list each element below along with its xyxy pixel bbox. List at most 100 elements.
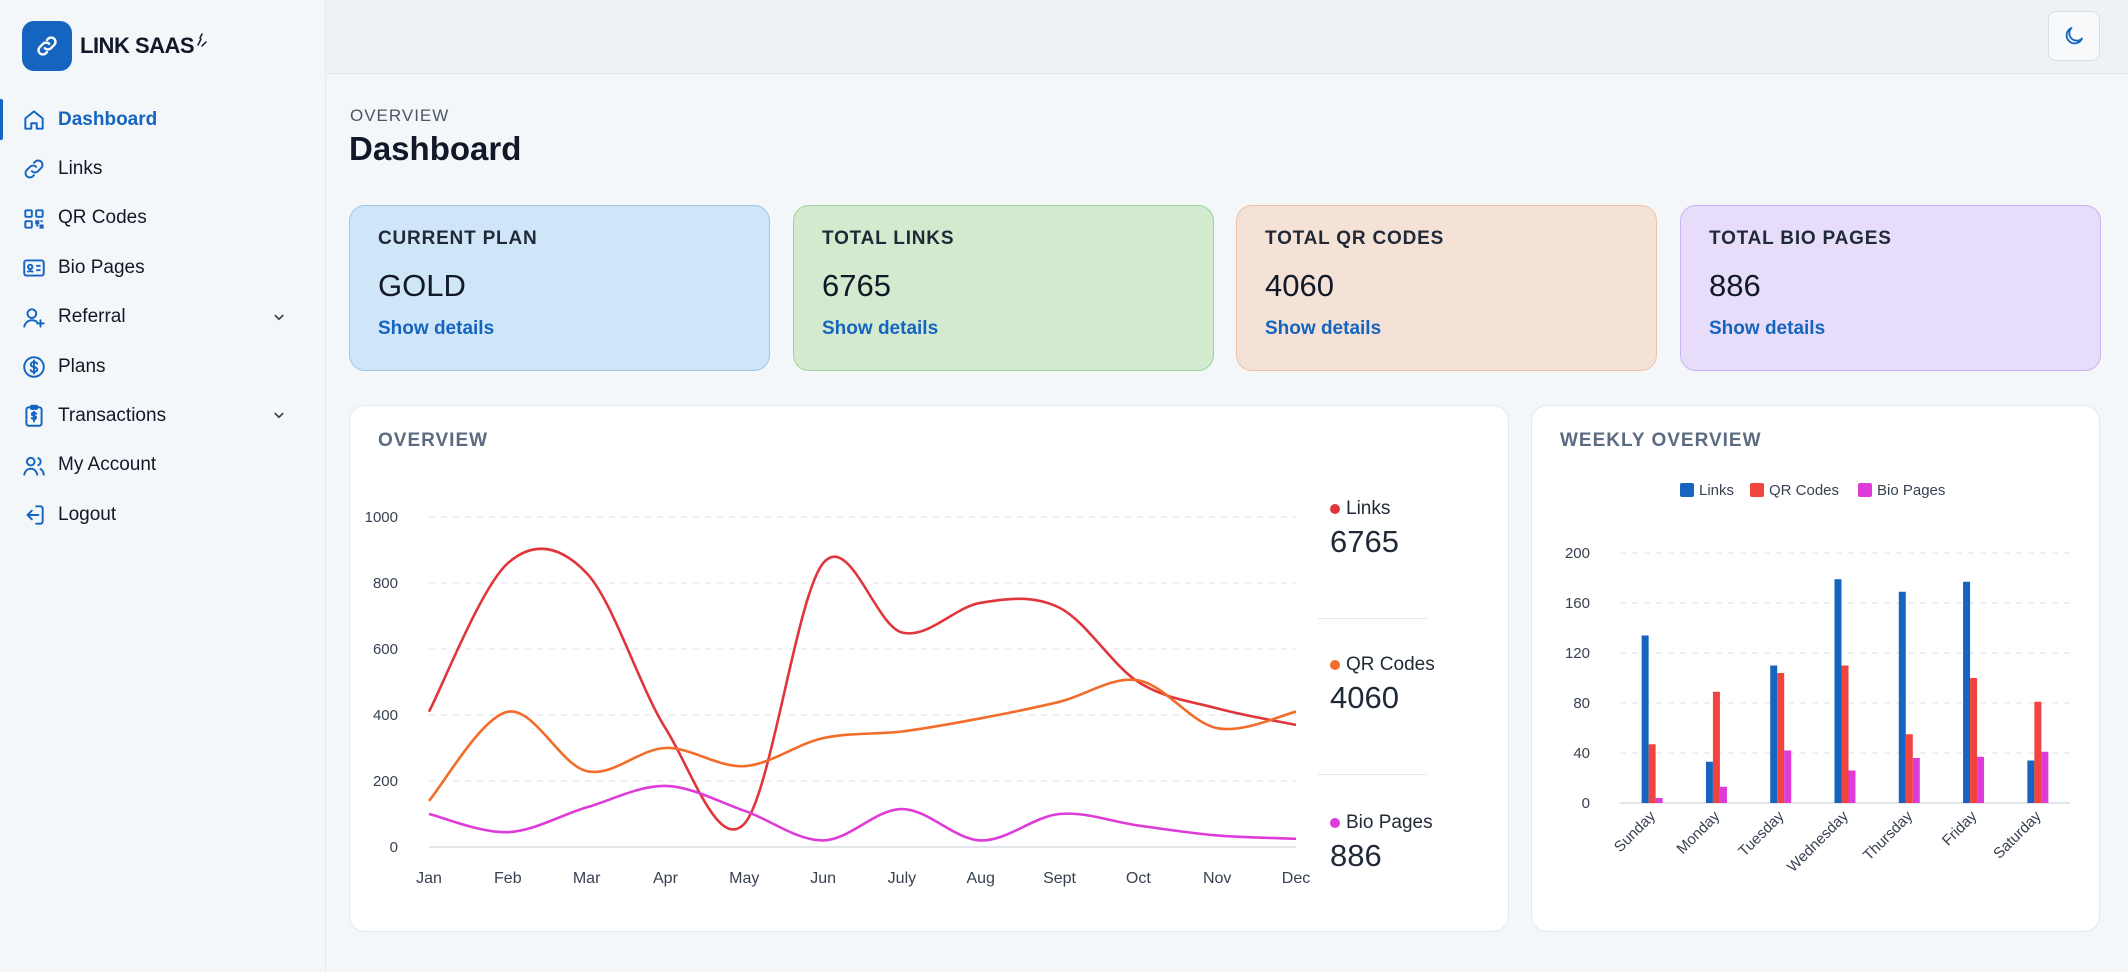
sidebar-item-label: Links <box>58 158 103 180</box>
show-details-link[interactable]: Show details <box>378 318 495 339</box>
legend-divider <box>1318 774 1427 775</box>
qr-codes-dot-icon <box>1330 660 1340 670</box>
id-card-icon <box>23 259 45 277</box>
brand[interactable]: LINK SAAS <box>22 21 208 71</box>
bar-bio-pages <box>2041 751 2049 803</box>
bar-links <box>1770 665 1778 803</box>
sidebar-item-logout[interactable]: Logout <box>0 490 325 539</box>
sidebar-item-plans[interactable]: Plans <box>0 342 325 391</box>
links-dot-icon <box>1330 504 1340 514</box>
x-tick-label: Jan <box>416 870 442 887</box>
sidebar: LINK SAAS Dashboard Links QR Codes Bio P… <box>0 0 326 972</box>
legend-label: Bio Pages <box>1346 812 1433 833</box>
sidebar-item-label: Referral <box>58 306 126 328</box>
chevron-down-icon[interactable] <box>270 406 288 424</box>
legend-links: Links 6765 <box>1330 498 1440 560</box>
user-plus-icon <box>23 307 45 328</box>
qr-code-icon <box>24 209 44 229</box>
x-tick-label: Oct <box>1126 870 1151 887</box>
sidebar-item-referral[interactable]: Referral <box>0 293 325 342</box>
bar-qr-codes <box>2034 701 2042 803</box>
panel-title: WEEKLY OVERVIEW <box>1560 430 1762 451</box>
sidebar-item-qr-codes[interactable]: QR Codes <box>0 194 325 243</box>
legend-label: QR Codes <box>1769 482 1839 499</box>
clipboard-dollar-icon <box>25 405 43 428</box>
series-line-bio-pages <box>428 784 1297 842</box>
legend-label: QR Codes <box>1346 654 1435 675</box>
bar-qr-codes <box>1648 744 1656 803</box>
show-details-link[interactable]: Show details <box>1709 318 1826 339</box>
bar-bio-pages <box>1719 786 1727 803</box>
y-tick-label: 200 <box>373 773 398 790</box>
chevron-down-icon[interactable] <box>270 308 288 326</box>
show-details-link[interactable]: Show details <box>1265 318 1382 339</box>
moon-icon <box>2065 27 2083 45</box>
x-tick-label: Tuesday <box>1735 807 1788 860</box>
bar-links <box>1898 591 1906 803</box>
page-kicker: OVERVIEW <box>350 106 450 125</box>
legend-value: 6765 <box>1330 524 1399 559</box>
stat-card-total-bio-pages: TOTAL BIO PAGES 886 Show details <box>1680 205 2101 371</box>
x-tick-label: Dec <box>1282 870 1310 887</box>
x-tick-label: Apr <box>653 870 679 887</box>
stat-label: CURRENT PLAN <box>378 228 538 249</box>
sidebar-item-label: Dashboard <box>58 108 158 130</box>
legend-swatch <box>1680 483 1694 497</box>
bar-links <box>1963 581 1971 803</box>
sidebar-item-label: QR Codes <box>58 207 147 229</box>
series-line-links <box>427 547 1297 831</box>
y-tick-label: 1000 <box>365 509 398 526</box>
stat-card-current-plan: CURRENT PLAN GOLD Show details <box>349 205 770 371</box>
bar-qr-codes <box>1905 734 1913 803</box>
sidebar-item-bio-pages[interactable]: Bio Pages <box>0 243 325 292</box>
legend-bio-pages: Bio Pages 886 <box>1330 812 1440 874</box>
x-tick-label: Thursday <box>1860 807 1917 864</box>
x-tick-label: Sunday <box>1611 807 1659 855</box>
x-tick-label: Wednesday <box>1784 807 1852 875</box>
logout-icon <box>26 505 44 525</box>
x-tick-label: Saturday <box>1990 807 2045 862</box>
bar-bio-pages <box>1848 770 1856 803</box>
topbar <box>327 0 2128 74</box>
stat-value: 6765 <box>822 268 891 303</box>
sidebar-item-label: Transactions <box>58 405 167 427</box>
show-details-link[interactable]: Show details <box>822 318 939 339</box>
dollar-circle-icon <box>23 356 45 378</box>
y-tick-label: 200 <box>1565 545 1590 562</box>
stat-card-total-qr-codes: TOTAL QR CODES 4060 Show details <box>1236 205 1657 371</box>
legend-divider <box>1318 618 1427 619</box>
legend-value: 4060 <box>1330 680 1399 715</box>
brand-name: LINK SAAS <box>80 33 195 58</box>
bar-links <box>1705 761 1713 803</box>
sidebar-item-my-account[interactable]: My Account <box>0 441 325 490</box>
weekly-bar-chart: 0 40 80 120 160 200 Links QR Codes Bio Pages Sund… <box>1565 482 2070 876</box>
y-tick-label: 600 <box>373 641 398 658</box>
overview-panel: OVERVIEW 0 200 400 600 800 1000 Jan Feb Mar Apr Ma… <box>349 405 1509 932</box>
bar-qr-codes <box>1712 691 1720 803</box>
sidebar-nav: Dashboard Links QR Codes Bio Pages Refer… <box>0 95 325 540</box>
stat-value: GOLD <box>378 268 466 303</box>
sparkle-icon <box>197 33 207 47</box>
x-tick-label: May <box>729 870 759 887</box>
x-tick-label: Jun <box>810 870 836 887</box>
bar-links <box>2027 760 2035 803</box>
x-tick-label: Monday <box>1673 807 1723 857</box>
stat-value: 4060 <box>1265 268 1334 303</box>
sidebar-item-dashboard[interactable]: Dashboard <box>0 95 325 144</box>
sidebar-item-transactions[interactable]: Transactions <box>0 391 325 440</box>
y-tick-label: 400 <box>373 707 398 724</box>
legend-swatch <box>1858 483 1872 497</box>
bar-bio-pages <box>1784 750 1792 803</box>
sidebar-item-label: Plans <box>58 355 106 377</box>
legend-value: 886 <box>1330 838 1382 873</box>
stat-label: TOTAL BIO PAGES <box>1709 228 1892 249</box>
page-title: Dashboard <box>349 130 522 167</box>
legend-label: Links <box>1346 498 1391 519</box>
panel-title: OVERVIEW <box>378 430 489 451</box>
bio-pages-dot-icon <box>1330 818 1340 828</box>
sidebar-item-links[interactable]: Links <box>0 144 325 193</box>
theme-toggle-button[interactable] <box>2048 11 2100 61</box>
y-tick-label: 800 <box>373 575 398 592</box>
link-logo-icon <box>22 21 72 71</box>
legend-qr-codes: QR Codes 4060 <box>1330 654 1440 716</box>
